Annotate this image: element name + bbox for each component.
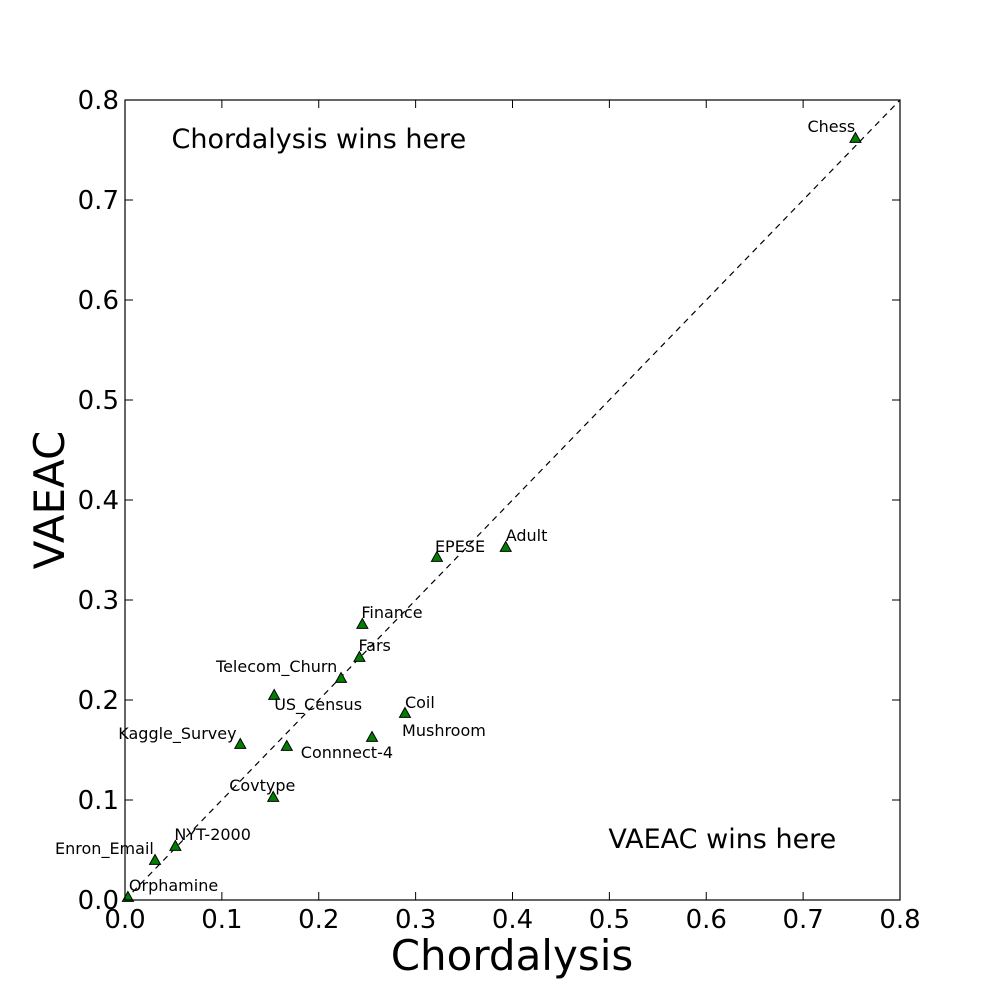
point-chess: [849, 131, 862, 143]
x-tick-label: 0.0: [104, 905, 145, 935]
point-label-telecom-churn: Telecom_Churn: [215, 657, 337, 677]
point-kaggle-survey: [233, 737, 247, 749]
point-label-enron-email: Enron_Email: [55, 839, 154, 859]
point-adult: [499, 540, 513, 552]
x-tick-label: 0.6: [686, 905, 727, 935]
point-label-nyt-2000: NYT-2000: [174, 825, 251, 844]
point-label-connnect-4: Connnect-4: [301, 743, 393, 762]
point-enron-email: [148, 853, 162, 865]
y-tick-label: 0.7: [78, 186, 119, 216]
point-label-mushroom: Mushroom: [402, 721, 486, 740]
y-tick-label: 0.2: [78, 686, 119, 716]
point-label-fars: Fars: [358, 636, 390, 655]
point-label-orphamine: Orphamine: [129, 876, 218, 895]
x-tick-label: 0.3: [395, 905, 436, 935]
plot-frame: [124, 99, 901, 901]
y-tick-label: 0.1: [78, 786, 119, 816]
point-epese: [430, 550, 444, 562]
point-connnect-4: [280, 739, 294, 751]
x-axis-title: Chordalysis: [391, 931, 634, 980]
point-telecom-churn: [334, 671, 348, 683]
y-tick-label: 0.5: [78, 386, 119, 416]
point-label-epese: EPESE: [435, 537, 485, 556]
point-fars: [353, 650, 366, 662]
point-label-us-census: US_Census: [274, 695, 362, 715]
point-label-coil: Coil: [405, 693, 435, 712]
point-nyt-2000: [169, 839, 182, 851]
diagonal-reference-line: [124, 99, 901, 901]
point-us-census: [267, 688, 281, 700]
point-label-finance: Finance: [361, 603, 422, 622]
point-coil: [398, 706, 412, 718]
x-tick-label: 0.1: [201, 905, 242, 935]
x-tick-label: 0.4: [492, 905, 533, 935]
y-tick-label: 0.6: [78, 286, 119, 316]
x-tick-label: 0.7: [782, 905, 823, 935]
x-tick-label: 0.5: [589, 905, 630, 935]
point-label-kaggle-survey: Kaggle_Survey: [118, 724, 236, 744]
point-covtype: [266, 790, 280, 802]
annotation-vaeac-wins: VAEAC wins here: [608, 824, 836, 855]
annotation-chordalysis-wins: Chordalysis wins here: [172, 124, 467, 155]
x-tick-label: 0.2: [298, 905, 339, 935]
y-tick-label: 0.4: [78, 486, 119, 516]
x-tick-label: 0.8: [879, 905, 920, 935]
point-label-chess: Chess: [807, 117, 855, 136]
y-tick-label: 0.8: [78, 86, 119, 116]
y-tick-label: 0.0: [78, 886, 119, 916]
point-finance: [355, 617, 369, 629]
point-label-covtype: Covtype: [229, 776, 295, 795]
y-axis-title: VAEAC: [25, 431, 74, 570]
y-tick-label: 0.3: [78, 586, 119, 616]
point-label-adult: Adult: [506, 526, 548, 545]
point-mushroom: [365, 730, 379, 742]
